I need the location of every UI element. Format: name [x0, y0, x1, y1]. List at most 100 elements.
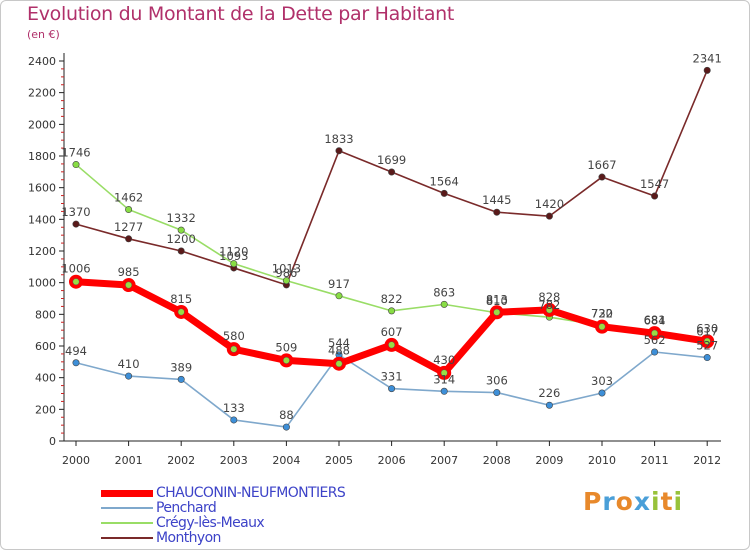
legend-label: CHAUCONIN-NEUFMONTIERS — [156, 485, 346, 501]
data-label: 580 — [223, 329, 245, 343]
logo-letter: i — [651, 487, 661, 516]
data-point — [335, 147, 343, 155]
data-label: 684 — [644, 314, 666, 328]
data-label: 1667 — [587, 158, 616, 172]
data-point — [177, 226, 185, 234]
y-tick-label: 600 — [35, 340, 56, 353]
data-label: 1462 — [114, 191, 143, 205]
data-point-core — [230, 345, 238, 353]
data-point — [177, 247, 185, 255]
y-tick-label: 1600 — [28, 182, 56, 195]
data-point — [72, 161, 80, 169]
data-label: 1420 — [535, 197, 564, 211]
data-label: 527 — [696, 339, 718, 353]
data-label: 985 — [118, 265, 140, 279]
data-label: 1547 — [640, 177, 669, 191]
data-label: 133 — [223, 401, 245, 415]
x-tick-label: 2006 — [378, 454, 406, 467]
data-point — [493, 208, 501, 216]
x-tick-label: 2000 — [62, 454, 90, 467]
data-point-core — [282, 356, 290, 364]
data-label: 607 — [381, 325, 403, 339]
data-point — [177, 375, 185, 383]
logo-letter: i — [673, 487, 684, 516]
data-label: 562 — [644, 333, 666, 347]
data-point-core — [125, 281, 133, 289]
x-tick-label: 2001 — [115, 454, 143, 467]
data-point-core — [703, 337, 711, 345]
y-tick-label: 2400 — [28, 55, 56, 68]
data-label: 1564 — [430, 174, 459, 188]
data-point — [703, 354, 711, 362]
data-point — [72, 220, 80, 228]
data-label: 1699 — [377, 153, 406, 167]
data-label: 630 — [696, 321, 718, 335]
y-tick-label: 2000 — [28, 118, 56, 131]
x-tick-label: 2012 — [693, 454, 721, 467]
data-point — [440, 387, 448, 395]
data-point — [282, 423, 290, 431]
series-line-3 — [75, 69, 709, 286]
data-label: 1200 — [167, 232, 196, 246]
data-label: 509 — [275, 340, 297, 354]
data-label: 1332 — [167, 211, 196, 225]
x-tick-label: 2009 — [535, 454, 563, 467]
legend-label: Crégy-lès-Meaux — [156, 515, 265, 531]
data-point — [335, 292, 343, 300]
data-label: 314 — [433, 372, 455, 386]
y-tick-label: 0 — [49, 435, 56, 448]
x-tick-label: 2008 — [483, 454, 511, 467]
data-label: 88 — [279, 408, 294, 422]
legend-swatch — [101, 489, 153, 497]
data-label: 722 — [591, 307, 613, 321]
data-point — [598, 389, 606, 397]
logo-letter: o — [615, 487, 634, 516]
y-tick-label: 800 — [35, 308, 56, 321]
data-point — [388, 168, 396, 176]
y-tick-label: 2200 — [28, 87, 56, 100]
logo-letter: t — [660, 487, 674, 516]
x-tick-label: 2005 — [325, 454, 353, 467]
data-label: 1277 — [114, 220, 143, 234]
data-label: 430 — [433, 353, 455, 367]
data-label: 1006 — [61, 262, 90, 276]
y-tick-label: 400 — [35, 372, 56, 385]
data-label: 617 — [696, 324, 718, 338]
data-label: 986 — [275, 266, 297, 280]
data-point-core — [335, 360, 343, 368]
data-label: 782 — [538, 298, 560, 312]
data-point — [545, 401, 553, 409]
proxiti-logo: Proxiti — [583, 487, 683, 516]
x-tick-label: 2011 — [641, 454, 669, 467]
data-point — [72, 359, 80, 367]
data-point — [493, 389, 501, 397]
data-point — [388, 385, 396, 393]
data-label: 681 — [644, 313, 666, 327]
logo-letter: x — [633, 487, 651, 516]
data-point-core — [598, 323, 606, 331]
data-label: 2341 — [693, 51, 722, 65]
logo-letter: r — [602, 487, 616, 516]
data-label: 303 — [591, 374, 613, 388]
data-point — [230, 416, 238, 424]
data-point — [125, 206, 133, 214]
chart-title: Evolution du Montant de la Dette par Hab… — [27, 3, 455, 25]
data-label: 1833 — [324, 132, 353, 146]
data-point-core — [440, 369, 448, 377]
chart-unit: (en €) — [27, 28, 60, 41]
legend-swatch — [101, 537, 153, 539]
data-label: 730 — [591, 306, 613, 320]
data-point — [388, 307, 396, 315]
data-label: 1370 — [61, 205, 90, 219]
data-point — [651, 348, 659, 356]
data-label: 917 — [328, 277, 350, 291]
data-label: 815 — [170, 292, 192, 306]
legend-swatch — [101, 507, 153, 509]
data-point — [230, 260, 238, 268]
data-label: 544 — [328, 336, 350, 350]
x-tick-label: 2010 — [588, 454, 616, 467]
data-point — [440, 300, 448, 308]
y-tick-label: 1400 — [28, 213, 56, 226]
